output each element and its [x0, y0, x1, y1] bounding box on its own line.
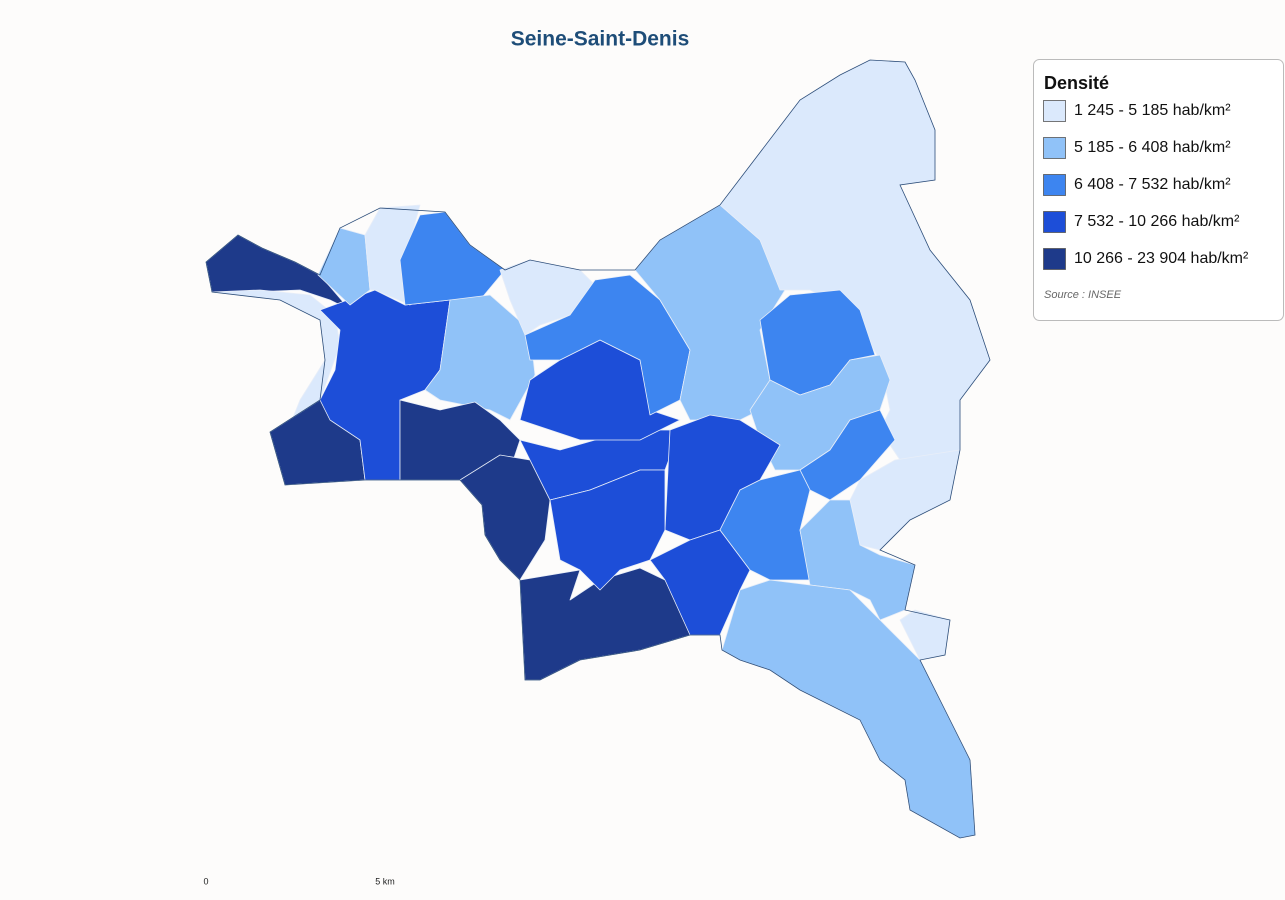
- legend-swatch: [1043, 137, 1066, 159]
- commune: [799, 409, 896, 501]
- department-outline: [205, 59, 991, 839]
- legend: Densité 1 245 - 5 185 hab/km² 5 185 - 6 4…: [1033, 59, 1284, 321]
- legend-swatch: [1043, 174, 1066, 196]
- map-title: Seine-Saint-Denis: [511, 28, 690, 51]
- legend-swatch: [1043, 211, 1066, 233]
- legend-swatch: [1043, 248, 1066, 270]
- scale-end: 5 km: [375, 876, 395, 886]
- regions: [205, 59, 991, 839]
- legend-label: 10 266 - 23 904 hab/km²: [1074, 250, 1249, 267]
- commune: [719, 469, 811, 581]
- commune: [424, 294, 536, 421]
- legend-items: 1 245 - 5 185 hab/km² 5 185 - 6 408 hab/k…: [1043, 100, 1249, 270]
- legend-label: 5 185 - 6 408 hab/km²: [1074, 139, 1231, 156]
- legend-swatch: [1043, 100, 1066, 122]
- legend-source: Source : INSEE: [1044, 289, 1122, 301]
- legend-label: 1 245 - 5 185 hab/km²: [1074, 102, 1231, 119]
- legend-box: [1033, 59, 1284, 321]
- legend-label: 6 408 - 7 532 hab/km²: [1074, 176, 1231, 193]
- legend-title: Densité: [1044, 73, 1109, 93]
- scale-start: 0: [203, 876, 208, 886]
- legend-label: 7 532 - 10 266 hab/km²: [1074, 213, 1240, 230]
